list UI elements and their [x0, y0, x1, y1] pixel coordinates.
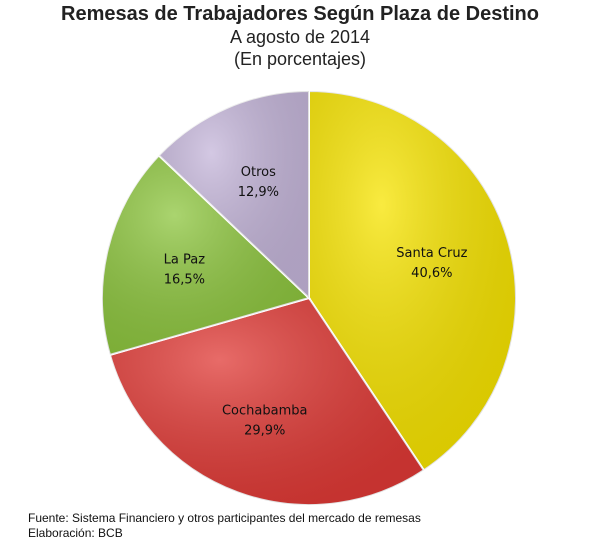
slice-value-santa-cruz: 40,6% — [411, 266, 452, 281]
pie-slices — [101, 89, 517, 506]
slice-label-la-paz: La Paz — [164, 252, 206, 267]
chart-footer: Fuente: Sistema Financiero y otros parti… — [28, 511, 421, 541]
slice-value-la-paz: 16,5% — [164, 272, 205, 287]
pie-chart: Santa Cruz 40,6% Cochabamba 29,9% La Paz 16,5… — [101, 89, 517, 506]
slice-label-otros: Otros — [241, 165, 276, 180]
source-note: Fuente: Sistema Financiero y otros parti… — [28, 511, 421, 525]
chart-title: Remesas de Trabajadores Según Plaza de D… — [61, 3, 539, 25]
slice-value-cochabamba: 29,9% — [244, 423, 285, 438]
chart-subtitle: A agosto de 2014 — [229, 27, 371, 47]
slice-label-cochabamba: Cochabamba — [222, 403, 307, 418]
elaboration-note: Elaboración: BCB — [28, 526, 123, 540]
slice-label-santa-cruz: Santa Cruz — [396, 246, 467, 261]
slice-value-otros: 12,9% — [238, 185, 279, 200]
pie-labels: Santa Cruz 40,6% Cochabamba 29,9% La Paz 16,5… — [164, 165, 468, 438]
chart-header: Remesas de Trabajadores Según Plaza de D… — [0, 0, 600, 70]
chart-unit-note: (En porcentajes) — [233, 49, 367, 69]
